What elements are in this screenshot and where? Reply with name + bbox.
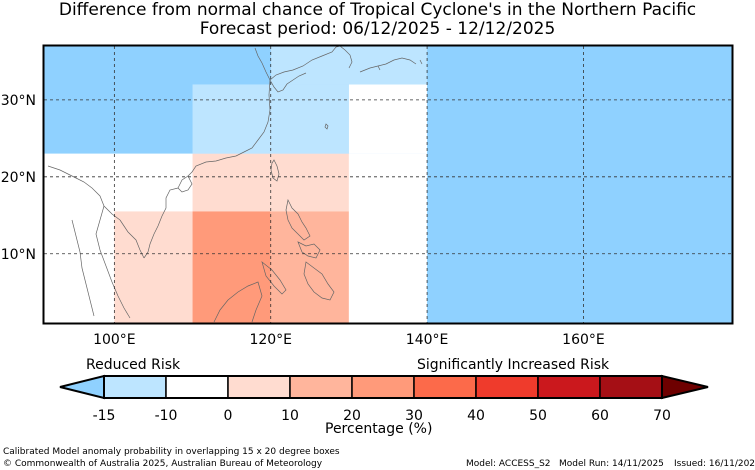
colorbar-tick-label: -15 [93, 408, 116, 424]
model-run: Model Run: 14/11/2025 [559, 459, 664, 469]
colorbar-bin-5 [413, 375, 477, 399]
issued-date: Issued: 16/11/2025 [674, 459, 755, 469]
risk-box-5 [114, 211, 193, 323]
colorbar-low-extend [59, 374, 105, 400]
lon-tick-label: 140°E [406, 332, 449, 348]
colorbar-tick-label: 30 [405, 408, 423, 424]
colorbar-bin-8 [599, 375, 663, 399]
colorbar-tick-label: 60 [591, 408, 609, 424]
colorbar-tick-label: 0 [224, 408, 233, 424]
colorbar-bin-1 [165, 375, 229, 399]
risk-box-9 [348, 153, 428, 323]
risk-boxes [44, 46, 732, 323]
copyright: © Commonwealth of Australia 2025, Austra… [3, 459, 323, 469]
colorbar-frame [103, 375, 663, 399]
colorbar-tick-label: 50 [529, 408, 547, 424]
colorbar-bin-0 [103, 375, 167, 399]
axis-tick-labels: 100°E 120°E 140°E 160°E 10°N 20°N 30°N [1, 93, 605, 348]
risk-box-4 [270, 46, 428, 85]
colorbar-xlabel: Percentage (%) [325, 421, 433, 437]
reduced-risk-label: Reduced Risk [86, 357, 181, 373]
risk-box-10 [427, 46, 732, 323]
increased-risk-label: Significantly Increased Risk [417, 357, 610, 373]
colorbar-bin-7 [537, 375, 601, 399]
lon-tick-label: 120°E [249, 332, 292, 348]
model-name: Model: ACCESS_S2 [466, 459, 551, 469]
colorbar-tick-label: -10 [155, 408, 178, 424]
colorbar: -15 -10 0 10 20 30 40 50 60 70 [59, 374, 709, 424]
lat-tick-label: 30°N [1, 93, 36, 109]
colorbar-high-extend [661, 374, 709, 400]
graticule [44, 46, 732, 323]
risk-box-6 [192, 153, 349, 212]
lon-tick-label: 100°E [93, 332, 136, 348]
colorbar-bin-3 [289, 375, 353, 399]
colorbar-tick-label: 70 [653, 408, 671, 424]
forecast-period: Forecast period: 06/12/2025 - 12/12/2025 [199, 19, 556, 39]
risk-box-7 [192, 211, 271, 323]
lat-tick-label: 20°N [1, 170, 36, 186]
colorbar-tick-label: 20 [343, 408, 361, 424]
colorbar-bin-2 [227, 375, 291, 399]
risk-box-3 [348, 84, 428, 154]
colorbar-bin-6 [475, 375, 539, 399]
map-frame [42, 44, 734, 325]
coastlines [47, 45, 423, 323]
lon-tick-label: 160°E [562, 332, 605, 348]
footnote-method: Calibrated Model anomaly probability in … [3, 447, 340, 457]
colorbar-tick-label: 40 [467, 408, 485, 424]
risk-box-8 [270, 211, 349, 323]
map-title: Difference from normal chance of Tropica… [58, 0, 697, 20]
colorbar-bin-4 [351, 375, 415, 399]
colorbar-tick-label: 10 [281, 408, 299, 424]
lat-tick-label: 10°N [1, 247, 36, 263]
